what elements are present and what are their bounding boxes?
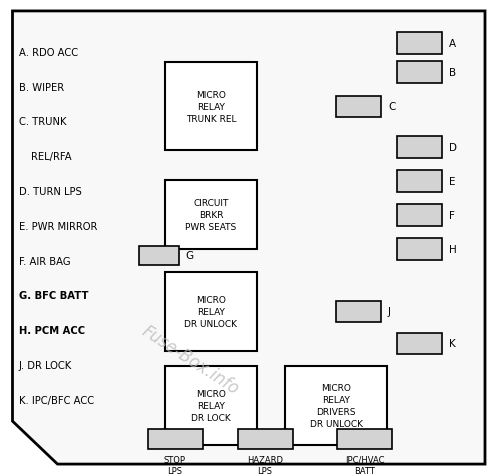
Text: HAZARD
LPS: HAZARD LPS <box>247 455 283 475</box>
Text: A. RDO ACC: A. RDO ACC <box>19 48 78 58</box>
Text: G. BFC BATT: G. BFC BATT <box>19 291 88 301</box>
Bar <box>165 272 257 351</box>
Text: STOP
LPS: STOP LPS <box>164 455 186 475</box>
Text: D. TURN LPS: D. TURN LPS <box>19 187 82 197</box>
Bar <box>165 180 257 249</box>
Text: D: D <box>449 143 457 152</box>
Text: CIRCUIT
BRKR
PWR SEATS: CIRCUIT BRKR PWR SEATS <box>186 199 236 231</box>
Bar <box>398 137 442 158</box>
Text: A: A <box>449 39 456 49</box>
Text: MICRO
RELAY
TRUNK REL: MICRO RELAY TRUNK REL <box>186 91 236 123</box>
Bar <box>238 429 292 449</box>
Bar <box>398 171 442 192</box>
Bar <box>398 33 442 55</box>
Text: MICRO
RELAY
DR LOCK: MICRO RELAY DR LOCK <box>191 389 231 422</box>
Text: C. TRUNK: C. TRUNK <box>19 117 66 127</box>
Bar <box>165 367 257 445</box>
Polygon shape <box>12 12 485 464</box>
Bar <box>336 96 382 118</box>
Text: REL/RFA: REL/RFA <box>32 152 72 162</box>
Text: MICRO
RELAY
DR UNLOCK: MICRO RELAY DR UNLOCK <box>184 296 238 328</box>
Text: F. AIR BAG: F. AIR BAG <box>19 256 70 266</box>
Text: K. IPC/BFC ACC: K. IPC/BFC ACC <box>19 395 94 405</box>
Bar <box>148 429 203 449</box>
Text: J: J <box>388 307 391 317</box>
Text: E: E <box>449 177 456 187</box>
Text: K: K <box>449 339 456 348</box>
Bar <box>285 367 387 445</box>
Text: G: G <box>186 251 194 260</box>
Bar <box>338 429 392 449</box>
Text: B. WIPER: B. WIPER <box>19 82 64 92</box>
Bar <box>398 62 442 84</box>
Text: E. PWR MIRROR: E. PWR MIRROR <box>19 221 98 231</box>
Bar <box>139 246 179 265</box>
Text: Fuse-Box.info: Fuse-Box.info <box>138 321 242 397</box>
Text: B: B <box>449 68 456 78</box>
Bar <box>336 301 382 323</box>
Text: J. DR LOCK: J. DR LOCK <box>19 360 72 370</box>
Text: C: C <box>388 102 396 112</box>
Bar <box>398 239 442 260</box>
Bar <box>398 205 442 227</box>
Text: MICRO
RELAY
DRIVERS
DR UNLOCK: MICRO RELAY DRIVERS DR UNLOCK <box>310 383 362 428</box>
Text: IPC/HVAC
BATT: IPC/HVAC BATT <box>345 455 385 475</box>
Text: H. PCM ACC: H. PCM ACC <box>19 326 85 336</box>
Text: H: H <box>449 245 457 254</box>
Text: F: F <box>449 211 455 220</box>
Bar <box>165 63 257 151</box>
Bar <box>398 333 442 354</box>
